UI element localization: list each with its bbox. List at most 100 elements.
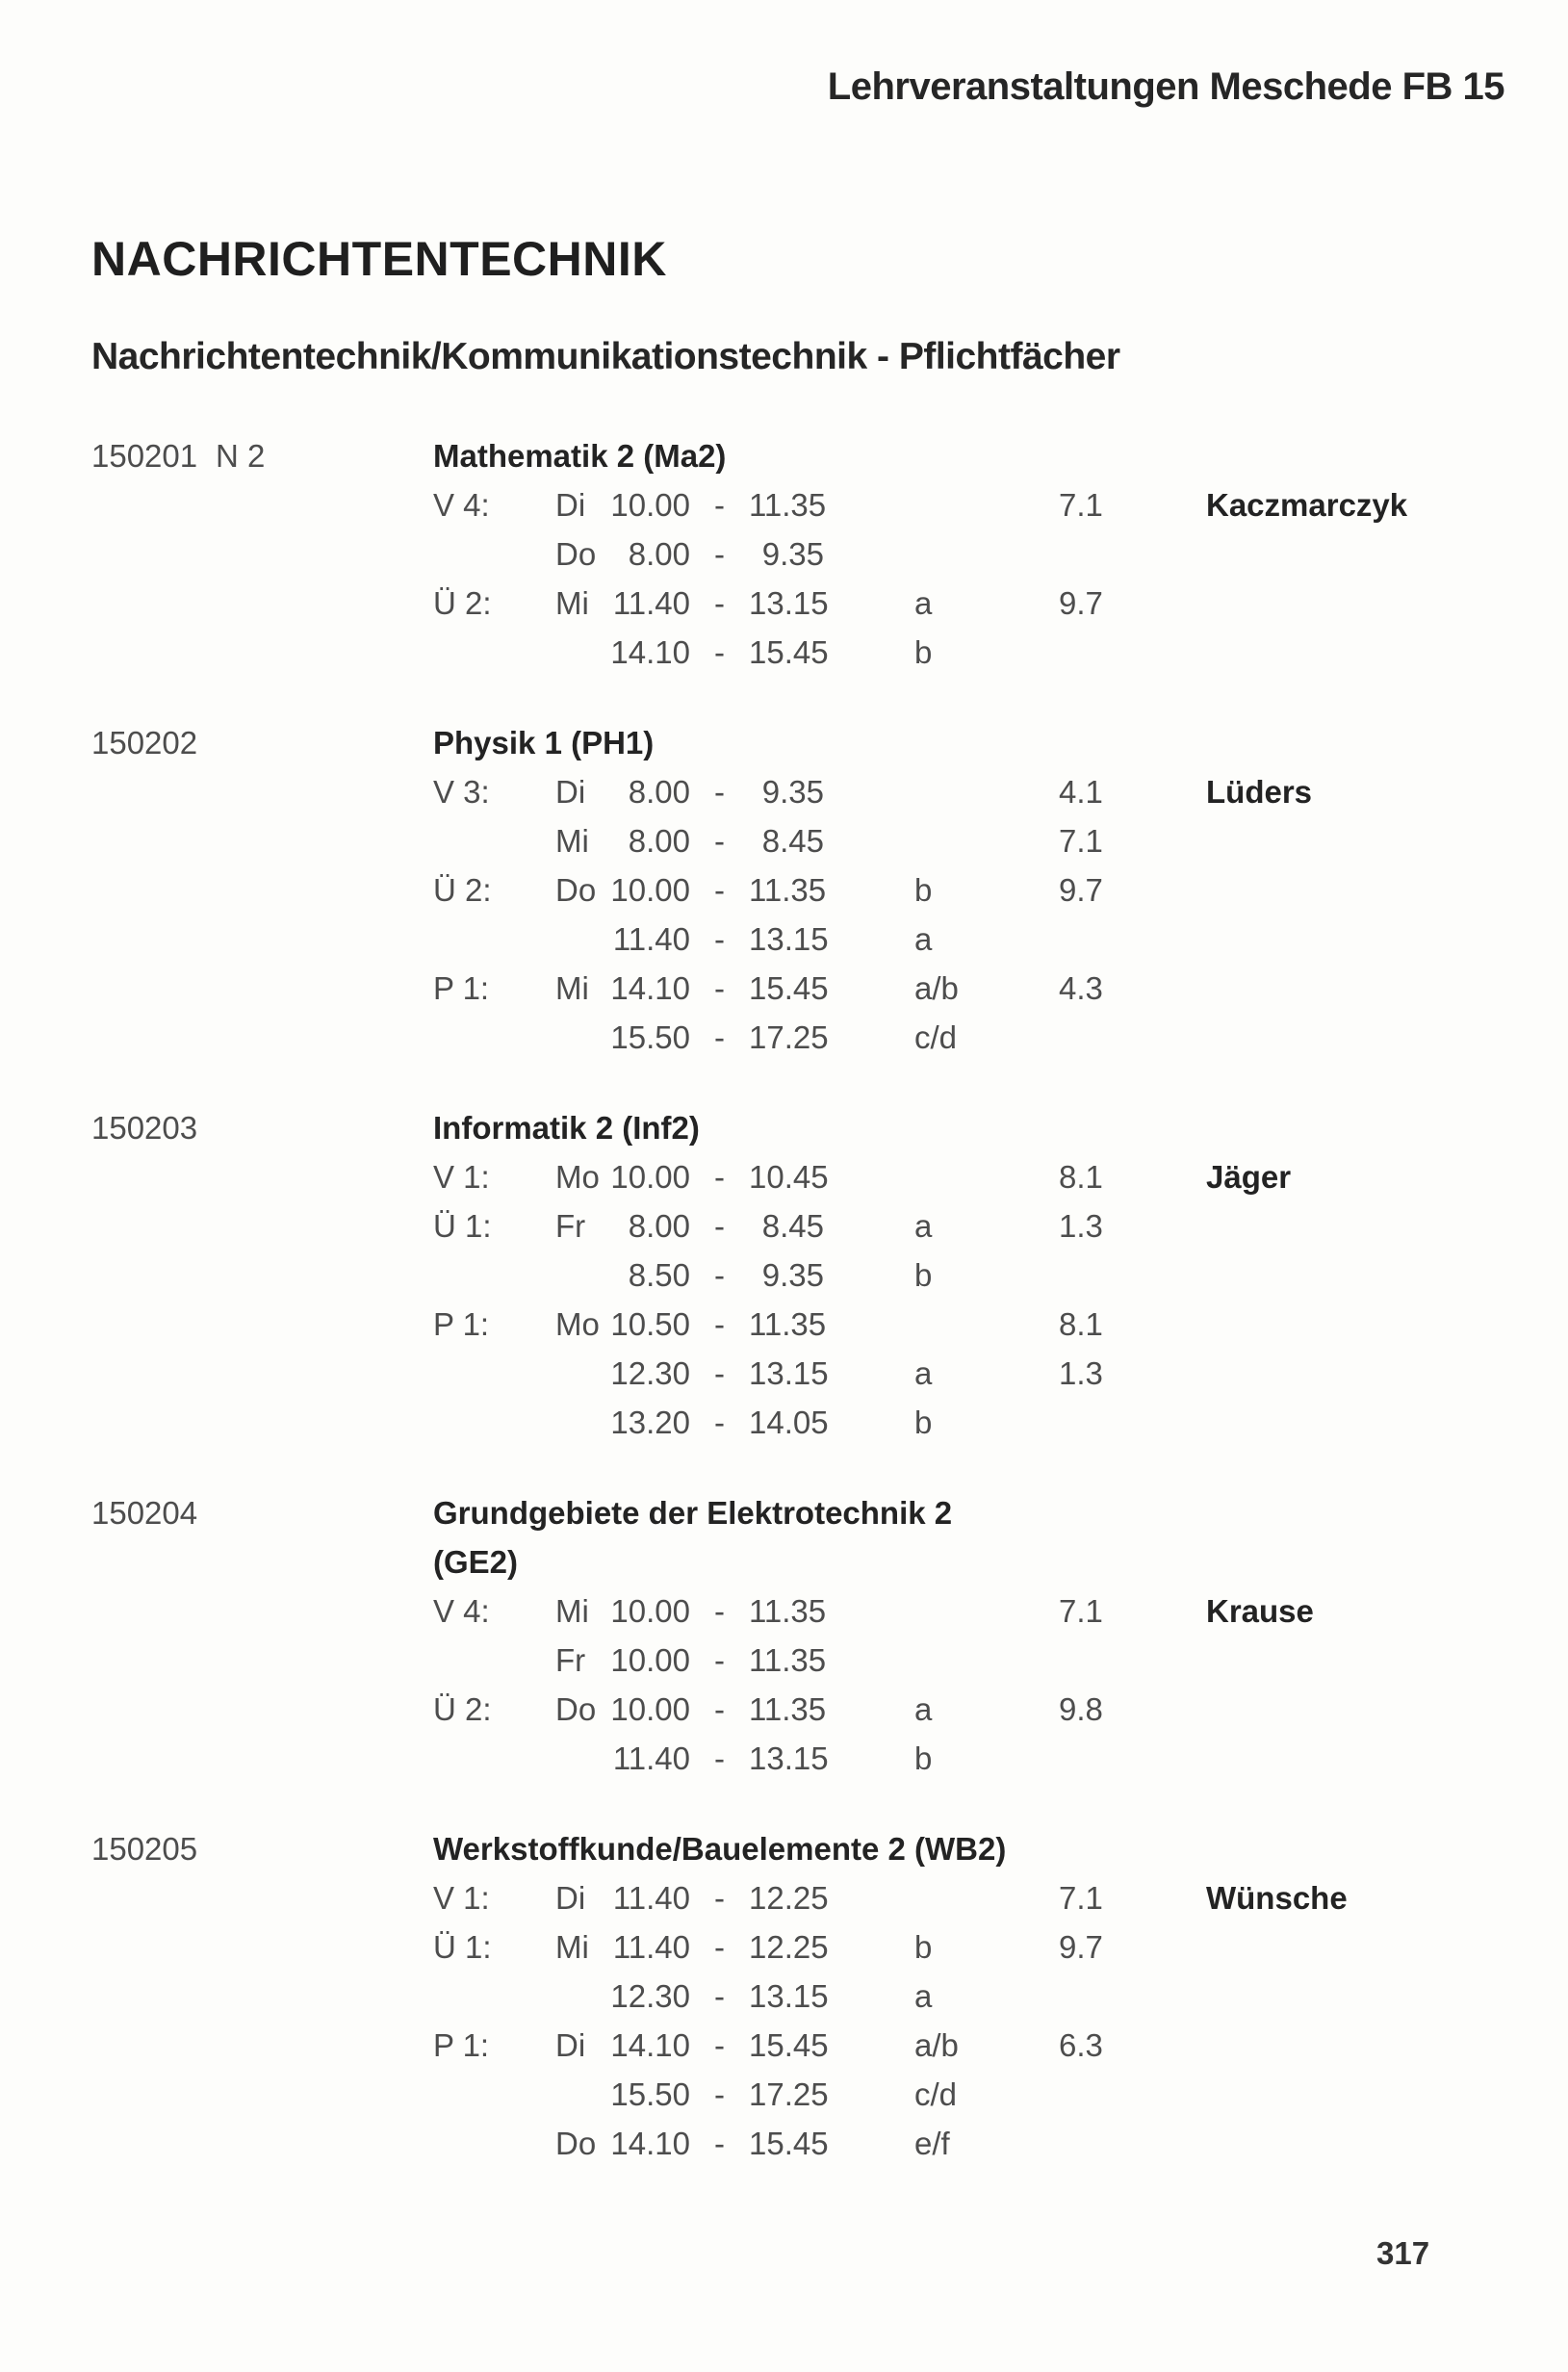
session-end-time: 13.15 bbox=[749, 921, 829, 957]
session-day: Do bbox=[555, 1691, 597, 1727]
session-start-time: 11.40 bbox=[612, 1740, 690, 1776]
time-separator: - bbox=[714, 1593, 725, 1629]
session-end-time: 11.35 bbox=[749, 1691, 827, 1727]
session-end-time: 11.35 bbox=[749, 1642, 827, 1678]
schedule-line: Ü 2: Do 10.00-11.35 a 9.8 bbox=[0, 1685, 1568, 1734]
session-end-time: 14.05 bbox=[749, 1405, 829, 1440]
session-type-label: V 4: bbox=[433, 1593, 490, 1629]
session-start-time: 10.00 bbox=[610, 1593, 690, 1629]
session-start-time: 8.00 bbox=[628, 823, 690, 859]
course-title-line-2: (GE2) bbox=[0, 1537, 1568, 1586]
session-start-time: 14.10 bbox=[610, 2126, 690, 2161]
time-separator: - bbox=[714, 585, 725, 621]
session-type-label: Ü 2: bbox=[433, 585, 492, 621]
session-start-time: 10.00 bbox=[610, 1691, 690, 1727]
session-end-time: 15.45 bbox=[749, 634, 829, 670]
course-title: Grundgebiete der Elektrotechnik 2 bbox=[433, 1495, 953, 1531]
time-separator: - bbox=[714, 1740, 725, 1776]
time-separator: - bbox=[714, 1691, 725, 1727]
schedule-line: 11.40-13.15 b bbox=[0, 1734, 1568, 1783]
session-end-time: 8.45 bbox=[761, 1208, 824, 1244]
time-separator: - bbox=[714, 1880, 725, 1916]
time-separator: - bbox=[714, 1978, 725, 2014]
session-day: Mi bbox=[555, 823, 589, 859]
session-group: b bbox=[914, 1257, 933, 1293]
session-group: a bbox=[914, 921, 933, 957]
session-end-time: 8.45 bbox=[761, 823, 824, 859]
session-room: 4.3 bbox=[1059, 970, 1103, 1006]
session-room: 7.1 bbox=[1059, 1880, 1103, 1916]
session-day: Di bbox=[555, 1880, 586, 1916]
time-separator: - bbox=[714, 487, 725, 523]
course-number: 150205 bbox=[91, 1831, 198, 1867]
session-day: Di bbox=[555, 2027, 586, 2063]
session-group: c/d bbox=[914, 2076, 958, 2112]
session-end-time: 12.25 bbox=[749, 1880, 829, 1916]
session-type-label: Ü 2: bbox=[433, 872, 492, 908]
session-group: b bbox=[914, 1929, 933, 1965]
session-room: 1.3 bbox=[1059, 1208, 1103, 1244]
session-start-time: 10.00 bbox=[610, 872, 690, 908]
session-start-time: 10.50 bbox=[610, 1306, 690, 1342]
session-group: b bbox=[914, 1740, 933, 1776]
session-start-time: 8.00 bbox=[628, 1208, 690, 1244]
session-room: 7.1 bbox=[1059, 487, 1103, 523]
course-title-line: 150203 Informatik 2 (Inf2) bbox=[0, 1103, 1568, 1152]
schedule-line: Fr 10.00-11.35 bbox=[0, 1636, 1568, 1685]
course-title: Mathematik 2 (Ma2) bbox=[433, 438, 727, 474]
course-list: 150201 N 2 Mathematik 2 (Ma2) V 4: Di 10.00-1… bbox=[0, 431, 1568, 2209]
schedule-line: Ü 1: Mi 11.40-12.25 b 9.7 bbox=[0, 1922, 1568, 1972]
session-start-time: 11.40 bbox=[612, 921, 690, 957]
session-end-time: 11.35 bbox=[749, 1306, 827, 1342]
session-type-label: Ü 1: bbox=[433, 1929, 492, 1965]
session-day: Fr bbox=[555, 1208, 586, 1244]
schedule-line: P 1: Di 14.10-15.45 a/b 6.3 bbox=[0, 2021, 1568, 2070]
course-block: 150201 N 2 Mathematik 2 (Ma2) V 4: Di 10.00-1… bbox=[0, 431, 1568, 677]
session-type-label: P 1: bbox=[433, 1306, 490, 1342]
schedule-line: Ü 2: Mi 11.40-13.15 a 9.7 bbox=[0, 579, 1568, 628]
time-separator: - bbox=[714, 921, 725, 957]
session-start-time: 14.10 bbox=[610, 634, 690, 670]
running-header: Lehrveranstaltungen Meschede FB 15 bbox=[827, 65, 1505, 108]
time-separator: - bbox=[714, 2126, 725, 2161]
session-group: b bbox=[914, 872, 933, 908]
session-room: 6.3 bbox=[1059, 2027, 1103, 2063]
session-end-time: 15.45 bbox=[749, 970, 829, 1006]
time-separator: - bbox=[714, 970, 725, 1006]
schedule-line: V 1: Di 11.40-12.25 7.1 Wünsche bbox=[0, 1873, 1568, 1922]
session-end-time: 9.35 bbox=[761, 774, 824, 810]
time-separator: - bbox=[714, 872, 725, 908]
session-type-label: V 1: bbox=[433, 1159, 490, 1195]
session-end-time: 11.35 bbox=[749, 1593, 827, 1629]
course-number: 150203 bbox=[91, 1110, 198, 1146]
course-title-line: 150201 N 2 Mathematik 2 (Ma2) bbox=[0, 431, 1568, 480]
session-day: Do bbox=[555, 872, 597, 908]
session-day: Mi bbox=[555, 1593, 589, 1629]
session-type-label: Ü 1: bbox=[433, 1208, 492, 1244]
session-group: b bbox=[914, 1405, 933, 1440]
session-start-time: 12.30 bbox=[610, 1978, 690, 2014]
session-start-time: 15.50 bbox=[610, 2076, 690, 2112]
session-type-label: V 3: bbox=[433, 774, 490, 810]
session-end-time: 12.25 bbox=[749, 1929, 829, 1965]
session-lecturer: Lüders bbox=[1206, 774, 1313, 810]
session-group: a bbox=[914, 1978, 933, 2014]
session-start-time: 10.00 bbox=[610, 1159, 690, 1195]
session-start-time: 14.10 bbox=[610, 2027, 690, 2063]
time-separator: - bbox=[714, 823, 725, 859]
session-start-time: 11.40 bbox=[612, 585, 690, 621]
session-type-label: P 1: bbox=[433, 2027, 490, 2063]
session-end-time: 9.35 bbox=[761, 536, 824, 572]
session-type-label: Ü 2: bbox=[433, 1691, 492, 1727]
session-room: 9.7 bbox=[1059, 585, 1103, 621]
course-title-line: 150205 Werkstoffkunde/Bauelemente 2 (WB2) bbox=[0, 1824, 1568, 1873]
course-title: Physik 1 (PH1) bbox=[433, 725, 655, 761]
session-end-time: 10.45 bbox=[749, 1159, 829, 1195]
schedule-line: 12.30-13.15 a 1.3 bbox=[0, 1349, 1568, 1398]
session-start-time: 10.00 bbox=[610, 487, 690, 523]
course-title-line: 150202 Physik 1 (PH1) bbox=[0, 718, 1568, 767]
session-room: 8.1 bbox=[1059, 1159, 1103, 1195]
schedule-line: 15.50-17.25 c/d bbox=[0, 2070, 1568, 2119]
session-room: 4.1 bbox=[1059, 774, 1103, 810]
